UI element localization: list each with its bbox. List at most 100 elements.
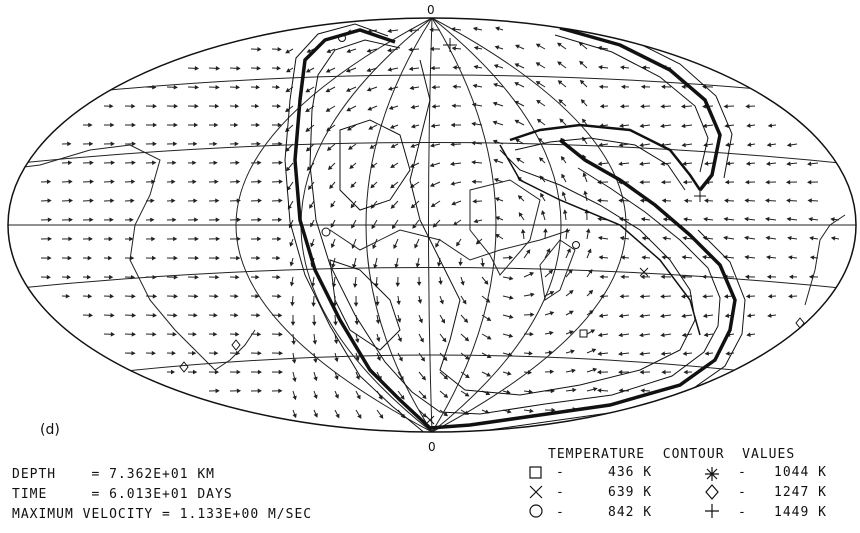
velocity-arrowhead (152, 84, 157, 90)
velocity-arrowhead (568, 268, 573, 274)
velocity-arrowhead (257, 236, 262, 242)
velocity-arrowhead (215, 255, 220, 261)
velocity-arrowhead (485, 391, 491, 396)
velocity-arrowhead (305, 107, 311, 113)
velocity-arrowhead (410, 203, 416, 209)
velocity-arrowhead (345, 87, 351, 92)
velocity-arrowhead (597, 235, 603, 241)
velocity-arrowhead (375, 301, 380, 307)
time-text: TIME = 6.013E+01 DAYS (12, 487, 233, 502)
velocity-arrowhead (376, 337, 381, 343)
central-meridian (428, 18, 433, 432)
velocity-arrowhead (173, 294, 178, 299)
velocity-arrowhead (366, 87, 372, 92)
velocity-arrowhead (640, 84, 646, 90)
velocity-arrowhead (172, 160, 177, 166)
velocity-arrowhead (724, 123, 729, 128)
velocity-arrowhead (440, 318, 446, 324)
legend-value: 436 K (608, 465, 653, 480)
velocity-arrowhead (620, 255, 625, 260)
velocity-arrowhead (254, 103, 260, 109)
velocity-arrowhead (389, 124, 395, 129)
velocity-arrowhead (173, 255, 178, 261)
velocity-arrowhead (327, 165, 333, 171)
velocity-arrowhead (129, 236, 134, 242)
velocity-arrowhead (702, 294, 707, 299)
velocity-arrowhead (47, 255, 52, 261)
meridian-label-top: 0 (427, 3, 435, 17)
velocity-arrowhead (131, 350, 136, 356)
velocity-arrowhead (830, 236, 836, 241)
velocity-arrowhead (485, 298, 491, 303)
velocity-arrowhead (345, 68, 351, 73)
velocity-arrowhead (331, 263, 336, 269)
velocity-arrowhead (214, 293, 219, 299)
velocity-arrowhead (561, 173, 566, 179)
velocity-arrowhead (746, 332, 751, 337)
velocity-arrowhead (130, 255, 135, 261)
velocity-arrowhead (530, 312, 535, 317)
velocity-arrowhead (517, 195, 523, 200)
velocity-arrowhead (494, 197, 500, 202)
velocity-arrowhead (473, 218, 479, 224)
velocity-arrowhead (109, 217, 114, 223)
circle-marker (321, 227, 331, 237)
velocity-arrowhead (399, 376, 404, 381)
velocity-arrowhead (334, 394, 339, 399)
plus-icon (705, 504, 719, 518)
velocity-arrowhead (396, 300, 401, 306)
velocity-arrowhead (334, 375, 339, 381)
velocity-arrowhead (599, 294, 604, 299)
coastline-island (469, 179, 541, 276)
velocity-arrowhead (475, 240, 481, 245)
velocity-arrowhead (334, 357, 339, 363)
velocity-arrowhead (598, 255, 603, 260)
velocity-arrowhead (89, 141, 94, 147)
velocity-arrowhead (373, 264, 378, 269)
velocity-arrowhead (310, 282, 316, 288)
velocity-arrowhead (590, 329, 596, 334)
velocity-arrowhead (234, 141, 239, 147)
velocity-arrowhead (723, 235, 728, 241)
velocity-arrowhead (277, 122, 282, 128)
velocity-arrowhead (483, 280, 489, 285)
velocity-arrowhead (387, 86, 393, 91)
velocity-arrowhead (110, 198, 115, 203)
velocity-arrowhead (152, 122, 158, 128)
velocity-arrowhead (277, 293, 282, 299)
velocity-arrowhead (257, 350, 262, 356)
velocity-arrowhead (194, 103, 199, 109)
velocity-arrowhead (151, 236, 156, 242)
cross-icon (529, 485, 543, 499)
velocity-arrowhead (108, 255, 113, 261)
velocity-arrowhead (68, 217, 73, 223)
velocity-arrowhead (703, 332, 709, 338)
velocity-arrowhead (400, 394, 405, 400)
contour-inner-arc (509, 123, 702, 191)
velocity-arrowhead (744, 255, 749, 260)
velocity-arrowhead (67, 160, 73, 166)
velocity-arrowhead (289, 282, 295, 287)
velocity-arrowhead (330, 243, 336, 249)
velocity-arrowhead (214, 122, 219, 128)
velocity-arrowhead (215, 66, 221, 71)
plus-marker (694, 190, 706, 202)
legend-value: 1449 K (774, 505, 827, 520)
velocity-arrowhead (330, 203, 335, 208)
velocity-arrowhead (540, 192, 545, 198)
velocity-arrowhead (291, 359, 297, 364)
velocity-arrowhead (366, 67, 372, 73)
velocity-arrowhead (278, 388, 283, 394)
velocity-arrowhead (47, 217, 53, 223)
velocity-arrowhead (495, 26, 500, 31)
velocity-arrowhead (704, 351, 709, 356)
velocity-arrowhead (215, 274, 220, 280)
velocity-arrowhead (285, 107, 290, 113)
velocity-arrowhead (528, 389, 533, 394)
velocity-arrowhead (725, 351, 730, 356)
velocity-arrowhead (390, 163, 395, 168)
velocity-arrowhead (598, 84, 604, 90)
velocity-arrowhead (194, 255, 200, 261)
velocity-arrowhead (110, 313, 115, 318)
circle-icon (529, 504, 543, 518)
